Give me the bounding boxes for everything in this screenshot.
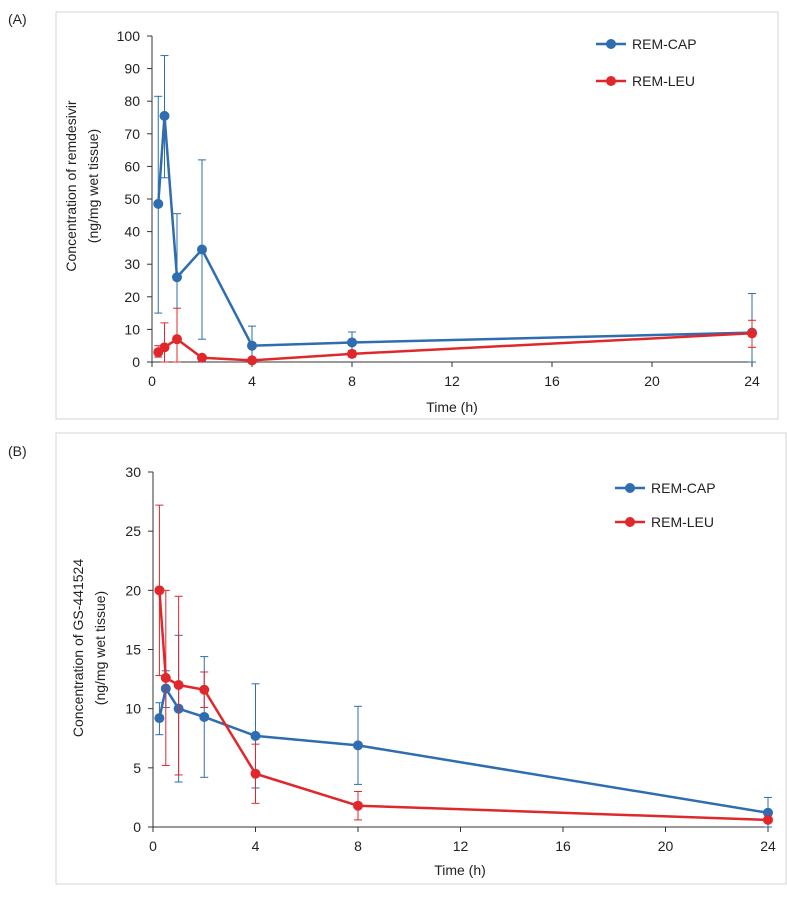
panel-b-ylabel-line2: (ng/mg wet tissue)	[92, 591, 108, 705]
panel-a-y-tick-label: 0	[132, 354, 140, 370]
panel-b-rem-cap-point	[154, 713, 165, 724]
panel-b-legend-label: REM-CAP	[651, 480, 716, 496]
panel-b-y-tick-label: 30	[125, 464, 141, 480]
panel-a-rem-cap-point	[247, 340, 257, 351]
panel-a-y-tick-label: 30	[124, 256, 140, 272]
panel-a-x-tick-label: 8	[348, 373, 356, 389]
panel-b-rem-leu-point	[173, 680, 184, 690]
panel-b-legend-rem-cap: REM-CAP	[615, 480, 716, 496]
panel-a-y-tick-label: 90	[124, 61, 140, 77]
panel-b-rem-leu-point	[154, 585, 165, 596]
panel-b-x-tick-label: 16	[555, 838, 571, 854]
panel-a-y-tick-label: 10	[124, 321, 140, 337]
panel-b-y-tick-label: 15	[125, 642, 141, 658]
panel-a-rem-leu-point	[247, 355, 257, 366]
panel-a-y-tick-label: 40	[124, 224, 140, 240]
panel-a-rem-cap-point	[153, 198, 164, 209]
panel-b-y-tick-label: 20	[125, 582, 141, 598]
panel-a-legend-label: REM-LEU	[632, 73, 695, 89]
panel-a-rem-cap-point	[347, 337, 357, 348]
panel-a-x-tick-label: 20	[644, 373, 660, 389]
panel-b-rem-cap-point	[199, 711, 210, 722]
panel-a-rem-cap-line	[157, 114, 753, 347]
panel-a-rem-cap-point	[159, 110, 170, 121]
panel-b-x-tick-label: 12	[453, 838, 469, 854]
panel-b-legend-label: REM-LEU	[651, 514, 714, 530]
panel-b-y-tick-label: 0	[133, 819, 141, 835]
panel-b-x-tick-label: 4	[252, 838, 260, 854]
panel-a-rem-leu-point	[197, 352, 207, 363]
panel-b-ylabel-line1: Concentration of GS-441524	[70, 559, 86, 737]
panel-a-rem-cap-point	[197, 244, 207, 255]
panel-b-legend-rem-leu: REM-LEU	[615, 514, 714, 530]
panel-b-ylabel: Concentration of GS-441524 (ng/mg wet ti…	[70, 559, 108, 737]
panel-b-rem-cap-line	[158, 687, 769, 815]
panel-b-rem-leu-line	[158, 590, 769, 822]
panel-b-x-tick-label: 0	[149, 838, 157, 854]
panel-a-frame	[55, 11, 779, 420]
panel-a-x-tick-label: 16	[544, 373, 560, 389]
panel-b-rem-leu-point	[353, 800, 363, 811]
panel-a-ylabel: Concentration of remdesivir (ng/mg wet t…	[63, 100, 101, 272]
panel-a-rem-leu-point	[172, 334, 182, 345]
panel-b-x-tick-label: 24	[760, 838, 776, 854]
panel-a-legend-rem-leu: REM-LEU	[596, 73, 695, 89]
panel-b-rem-cap-point	[763, 807, 773, 818]
panel-a-y-tick-label: 20	[124, 289, 140, 305]
panel-b-y-tick-label: 25	[125, 523, 141, 539]
panel-a-label: (A)	[8, 11, 27, 27]
panel-a-rem-leu-point	[747, 328, 757, 339]
panel-a-y-tick-label: 70	[124, 126, 140, 142]
panel-b-x-tick-label: 20	[658, 838, 674, 854]
panel-a-legend-rem-cap: REM-CAP	[596, 36, 697, 52]
panel-a-plot: 0 10 20 30 40 50 60 70 80 90 100 0 4 8 12 16 20 24 REM-CAP…	[117, 28, 760, 389]
panel-b-legend-swatch-marker	[625, 517, 635, 527]
panel-a-rem-cap-point	[172, 272, 182, 283]
panel-a-y-tick-label: 100	[117, 28, 141, 44]
panel-b-rem-cap-point	[250, 730, 261, 741]
panel-a-x-tick-label: 0	[148, 373, 156, 389]
panel-b-rem-leu-point	[199, 684, 210, 695]
panel-b-rem-leu-point	[250, 768, 261, 779]
panel-a-x-tick-label: 24	[744, 373, 760, 389]
panel-a-legend-label: REM-CAP	[632, 36, 697, 52]
panel-b-y-tick-label: 10	[125, 701, 141, 717]
panel-a-ylabel-line1: Concentration of remdesivir	[63, 100, 79, 272]
panel-a-y-tick-label: 50	[124, 191, 140, 207]
panel-b-frame	[55, 432, 787, 885]
panel-b-xlabel: Time (h)	[434, 862, 486, 878]
panel-b-y-tick-label: 5	[133, 760, 141, 776]
panel-a-x-tick-label: 12	[444, 373, 460, 389]
panel-b-rem-leu-point	[160, 672, 171, 683]
panel-b-legend-swatch-marker	[625, 483, 635, 493]
panel-a-y-tick-label: 60	[124, 158, 140, 174]
panel-b-rem-leu-point	[763, 814, 773, 825]
panel-a-rem-leu-point	[159, 342, 170, 353]
panel-b-rem-cap-point	[353, 740, 363, 751]
panel-a-rem-leu-point	[347, 348, 357, 359]
panel-a-legend-swatch-marker	[606, 76, 616, 86]
panel-b-plot: 0 5 10 15 20 25 30 0 4 8 12 16 20 24 REM-CAP REM-LEU	[125, 464, 776, 854]
panel-b-label: (B)	[8, 443, 27, 459]
panel-a-ylabel-line2: (ng/mg wet tissue)	[85, 129, 101, 243]
panel-b-x-tick-label: 8	[354, 838, 362, 854]
panel-a-xlabel: Time (h)	[426, 399, 478, 415]
panel-a-y-tick-label: 80	[124, 93, 140, 109]
panel-a-legend-swatch-marker	[606, 39, 616, 49]
panel-a-x-tick-label: 4	[248, 373, 256, 389]
